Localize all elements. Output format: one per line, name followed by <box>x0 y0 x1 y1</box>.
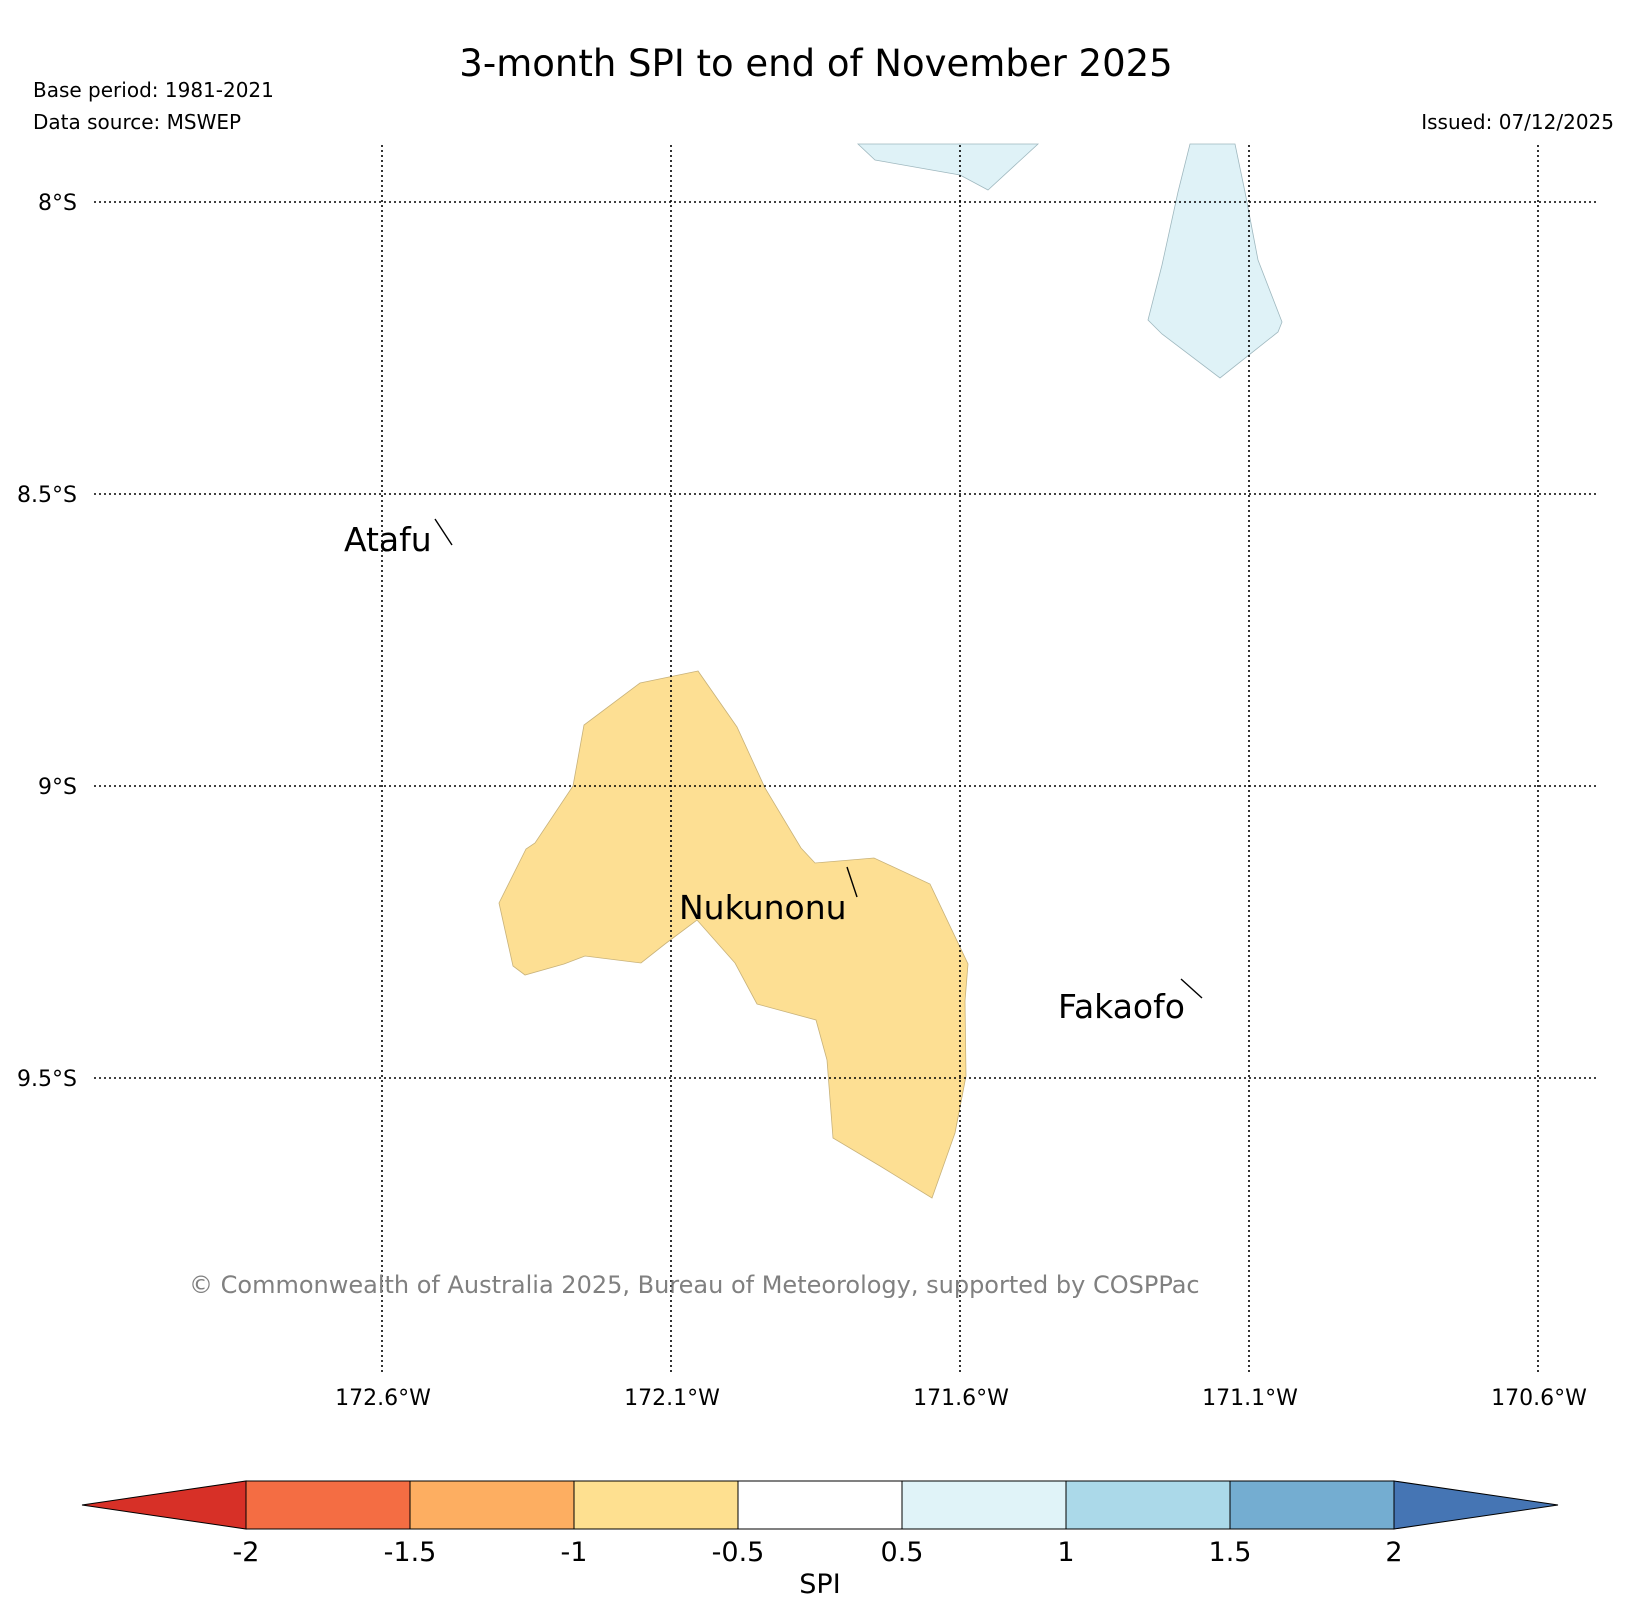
colorbar-tick-label: 2 <box>1385 1537 1402 1568</box>
lon-label-172-6w: 172.6°W <box>335 1386 431 1411</box>
spi-region-wet-north <box>856 143 1040 191</box>
colorbar-bin-5 <box>901 1480 1067 1530</box>
colorbar-tick-label: -0.5 <box>712 1537 765 1568</box>
colorbar-tick-label: 1 <box>1057 1537 1074 1568</box>
colorbar-tick-label: 1.5 <box>1209 1537 1252 1568</box>
map-title: 3-month SPI to end of November 2025 <box>459 42 1173 85</box>
lon-label-170-6w: 170.6°W <box>1491 1386 1587 1411</box>
lat-label-9s: 9°S <box>38 775 77 800</box>
colorbar-tick-label: -1 <box>561 1537 588 1568</box>
lat-label-8-5s: 8.5°S <box>17 483 77 508</box>
lon-label-171-1w: 171.1°W <box>1202 1386 1298 1411</box>
lat-label-9-5s: 9.5°S <box>17 1067 77 1092</box>
colorbar-bin-4 <box>737 1480 903 1530</box>
atoll-fakaofo-outline <box>1180 978 1203 999</box>
atoll-nukunonu-outline <box>846 866 858 898</box>
colorbar-extend-high <box>1393 1480 1559 1530</box>
colorbar-extend-low <box>81 1480 247 1530</box>
colorbar-tick-label: -1.5 <box>384 1537 437 1568</box>
atoll-atafu-outline <box>434 518 453 546</box>
place-label-fakaofo: Fakaofo <box>1058 987 1185 1026</box>
colorbar-bin-7 <box>1229 1480 1395 1530</box>
place-label-atafu: Atafu <box>344 520 432 559</box>
place-label-nukunonu: Nukunonu <box>679 888 847 927</box>
issued-date: Issued: 07/12/2025 <box>1421 110 1614 134</box>
spi-region-wet-northeast <box>1147 143 1283 379</box>
colorbar-tick-label: 0.5 <box>881 1537 924 1568</box>
colorbar-bin-1 <box>245 1480 411 1530</box>
colorbar-bin-6 <box>1065 1480 1231 1530</box>
copyright-notice: © Commonwealth of Australia 2025, Bureau… <box>189 1271 1200 1299</box>
spi-colorbar <box>81 1480 1559 1530</box>
lon-label-171-6w: 171.6°W <box>913 1386 1009 1411</box>
data-source-note: Data source: MSWEP <box>33 110 242 134</box>
lat-label-8s: 8°S <box>38 191 77 216</box>
spi-region-dry-nukunonu <box>498 670 969 1199</box>
base-period-note: Base period: 1981-2021 <box>33 78 274 102</box>
colorbar-bin-2 <box>409 1480 575 1530</box>
lon-label-172-1w: 172.1°W <box>624 1386 720 1411</box>
colorbar-title: SPI <box>799 1569 840 1600</box>
colorbar-tick-label: -2 <box>233 1537 260 1568</box>
colorbar-bin-3 <box>573 1480 739 1530</box>
